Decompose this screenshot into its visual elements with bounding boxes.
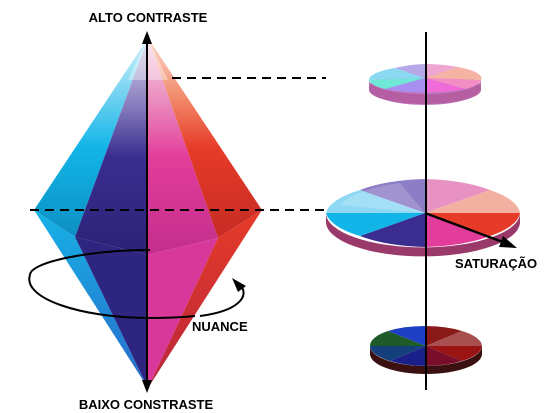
label-bottom: BAIXO CONSTRASTE bbox=[79, 397, 214, 412]
cone-face-magenta-top bbox=[148, 38, 218, 255]
disc-top bbox=[368, 64, 482, 105]
hue-rotation-arrow bbox=[28, 249, 246, 320]
label-saturation: SATURAÇÃO bbox=[455, 256, 537, 271]
cone-face-red-top bbox=[148, 38, 262, 238]
cone-face-indigo-bottom bbox=[75, 237, 148, 388]
double-cone bbox=[34, 38, 262, 388]
saturation-arrow-head bbox=[499, 236, 517, 248]
cone-face-cyan-outer-bottom bbox=[34, 210, 148, 388]
disc-bottom bbox=[369, 325, 482, 374]
cone-face-red-bottom bbox=[148, 210, 262, 388]
axis-arrow-up bbox=[142, 31, 152, 44]
cone-face-cyan-outer-top bbox=[34, 38, 148, 237]
axis-arrow-down bbox=[142, 380, 152, 393]
cone-face-indigo-top bbox=[75, 38, 148, 255]
label-hue: NUANCE bbox=[192, 319, 248, 334]
disc-middle bbox=[326, 179, 520, 257]
vertical-axis bbox=[142, 31, 152, 393]
saturation-arrow bbox=[424, 211, 517, 248]
hue-arrow-head bbox=[232, 278, 246, 292]
label-top: ALTO CONTRASTE bbox=[89, 10, 208, 25]
